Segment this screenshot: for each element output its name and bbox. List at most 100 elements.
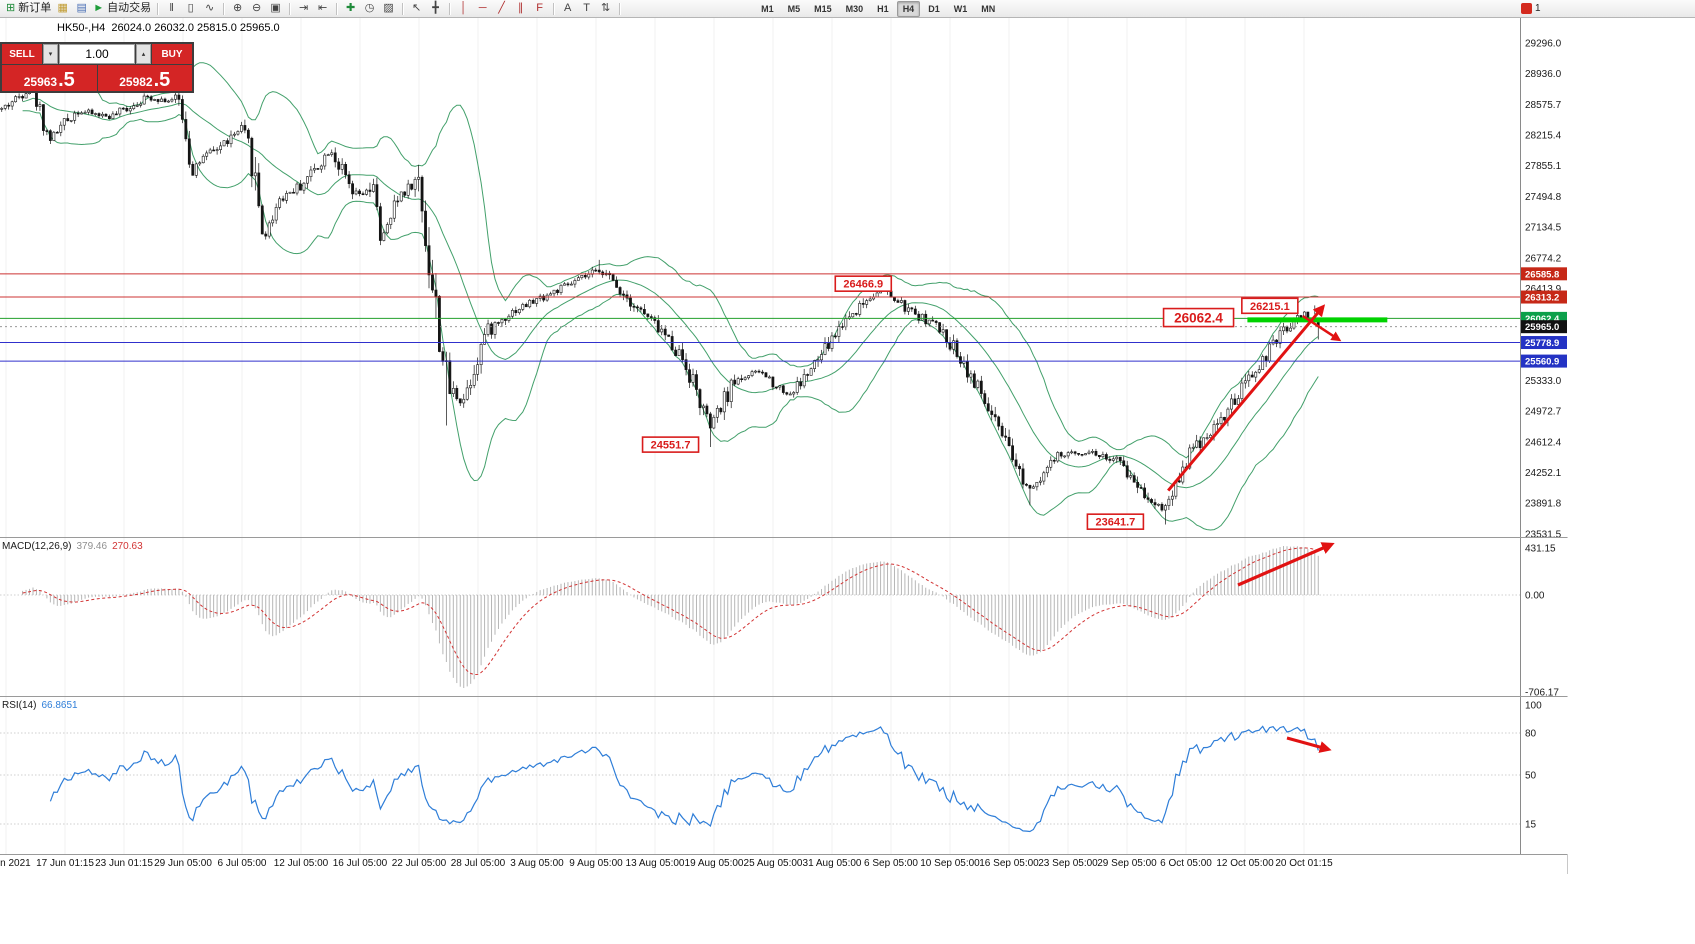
zoom-in-button[interactable]: ⊕ bbox=[228, 1, 247, 17]
svg-text:24612.4: 24612.4 bbox=[1525, 437, 1562, 448]
bar-chart-button[interactable]: ‖ bbox=[162, 1, 181, 17]
toolbar-separator bbox=[619, 2, 621, 15]
arrows-button[interactable]: ⇅ bbox=[596, 1, 615, 17]
panel-splitter[interactable] bbox=[0, 696, 1567, 697]
bar-chart-icon: ‖ bbox=[169, 2, 174, 14]
timeframe-D1[interactable]: D1 bbox=[928, 3, 940, 14]
profiles-button[interactable]: ▤ bbox=[72, 1, 91, 17]
fibonacci-button[interactable]: F bbox=[530, 1, 549, 17]
time-label: 9 Jun 2021 bbox=[0, 858, 31, 869]
macd-panel[interactable]: 431.15 0.00 -706.17 MACD(12,26,9) 379.46 270.… bbox=[0, 538, 1568, 696]
zoom-out-button[interactable]: ⊖ bbox=[247, 1, 266, 17]
panel-splitter[interactable] bbox=[0, 854, 1567, 855]
auto-scroll-button[interactable]: ⇥ bbox=[294, 1, 313, 17]
toolbar-right-badge[interactable]: 1 bbox=[1521, 3, 1541, 14]
svg-text:28215.4: 28215.4 bbox=[1525, 131, 1562, 142]
new-order-icon: ⊞ bbox=[6, 2, 16, 14]
svg-text:25778.9: 25778.9 bbox=[1525, 338, 1559, 349]
periods-button[interactable]: ◷ bbox=[360, 1, 379, 17]
svg-text:26062.4: 26062.4 bbox=[1174, 310, 1223, 325]
toolbar: ⊞ 新订单 ▦ ▤ ► 自动交易 ‖ ▯ ∿ ⊕ ⊖ ▣ ⇥ ⇤ ✚ ◷ ▨ ↖ ╋ │ ─ ╱ ∥ F A T ⇅ M1 M5 M15 M… bbox=[0, 0, 1695, 18]
svg-text:431.15: 431.15 bbox=[1525, 544, 1556, 555]
new-order-button[interactable]: ⊞ 新订单 bbox=[4, 1, 53, 17]
text-icon: A bbox=[563, 2, 572, 14]
timeframe-H1[interactable]: H1 bbox=[877, 3, 889, 14]
timeframe-M30[interactable]: M30 bbox=[845, 3, 864, 14]
svg-text:26774.2: 26774.2 bbox=[1525, 253, 1562, 264]
toolbar-separator bbox=[289, 2, 291, 15]
sell-price-fraction: .5 bbox=[58, 69, 75, 91]
time-label: 9 Aug 05:00 bbox=[569, 858, 623, 869]
svg-text:25560.9: 25560.9 bbox=[1525, 357, 1559, 368]
sell-price[interactable]: 25963 .5 bbox=[2, 65, 97, 91]
buy-price[interactable]: 25982 .5 bbox=[97, 65, 192, 91]
buy-button[interactable]: BUY bbox=[152, 44, 192, 64]
rsi-panel[interactable]: 100 80 50 15 RSI(14) 66.8651 bbox=[0, 697, 1568, 854]
template-button[interactable]: ▨ bbox=[379, 1, 398, 17]
time-label: 6 Sep 05:00 bbox=[864, 858, 918, 869]
volume-decrease-button[interactable]: ▾ bbox=[43, 44, 58, 64]
crosshair-icon: ╋ bbox=[432, 2, 439, 14]
trend-line-button[interactable]: ╱ bbox=[492, 1, 511, 17]
zoom-in-icon: ⊕ bbox=[233, 2, 243, 14]
rsi-chart[interactable]: 100 80 50 15 RSI(14) 66.8651 bbox=[0, 697, 1568, 854]
time-label: 10 Sep 05:00 bbox=[920, 858, 980, 869]
timeframe-H4[interactable]: H4 bbox=[896, 0, 921, 17]
templates-folder-button[interactable]: ▦ bbox=[53, 1, 72, 17]
volume-increase-button[interactable]: ▴ bbox=[136, 44, 151, 64]
volume-input[interactable] bbox=[59, 44, 135, 64]
timeframe-M15[interactable]: M15 bbox=[814, 3, 832, 14]
buy-price-main: 25982 bbox=[119, 74, 153, 89]
svg-text:80: 80 bbox=[1525, 729, 1537, 740]
candlestick-chart-button[interactable]: ▯ bbox=[181, 1, 200, 17]
timeframe-W1[interactable]: W1 bbox=[953, 3, 968, 14]
new-order-label: 新订单 bbox=[18, 2, 52, 14]
timeframe-M1[interactable]: M1 bbox=[761, 3, 774, 14]
chart-shift-button[interactable]: ⇤ bbox=[313, 1, 332, 17]
svg-text:15: 15 bbox=[1525, 820, 1537, 831]
time-label: 3 Aug 05:00 bbox=[510, 858, 564, 869]
periods-icon: ◷ bbox=[364, 2, 375, 14]
time-label: 25 Aug 05:00 bbox=[743, 858, 803, 869]
svg-text:100: 100 bbox=[1525, 701, 1542, 712]
price-chart[interactable]: 29296.0 28936.0 28575.7 28215.4 27855.1 27494… bbox=[0, 18, 1568, 537]
time-label: 23 Sep 05:00 bbox=[1038, 858, 1098, 869]
text-button[interactable]: A bbox=[558, 1, 577, 17]
horizontal-line-button[interactable]: ─ bbox=[473, 1, 492, 17]
template-icon: ▨ bbox=[383, 2, 394, 14]
time-label: 12 Oct 05:00 bbox=[1216, 858, 1274, 869]
svg-text:29296.0: 29296.0 bbox=[1525, 39, 1562, 50]
svg-text:50: 50 bbox=[1525, 771, 1537, 782]
tile-windows-button[interactable]: ▣ bbox=[266, 1, 285, 17]
svg-text:28936.0: 28936.0 bbox=[1525, 69, 1562, 80]
svg-text:26313.2: 26313.2 bbox=[1525, 293, 1559, 304]
svg-text:23891.8: 23891.8 bbox=[1525, 499, 1562, 510]
toolbar-separator bbox=[449, 2, 451, 15]
toolbar-separator bbox=[402, 2, 404, 15]
svg-text:25965.0: 25965.0 bbox=[1525, 322, 1559, 333]
timeframe-M5[interactable]: M5 bbox=[787, 3, 801, 14]
equidistant-channel-button[interactable]: ∥ bbox=[511, 1, 530, 17]
main-chart-panel[interactable]: 29296.0 28936.0 28575.7 28215.4 27855.1 27494… bbox=[0, 18, 1568, 537]
cursor-icon: ↖ bbox=[412, 2, 422, 14]
buy-price-fraction: .5 bbox=[153, 69, 171, 91]
timeframe-MN[interactable]: MN bbox=[981, 3, 996, 14]
macd-chart[interactable]: 431.15 0.00 -706.17 MACD(12,26,9) 379.46 270.… bbox=[0, 538, 1568, 696]
autotrading-icon: ► bbox=[93, 2, 105, 14]
crosshair-button[interactable]: ╋ bbox=[426, 1, 445, 17]
indicators-button[interactable]: ✚ bbox=[341, 1, 360, 17]
panel-splitter[interactable] bbox=[0, 537, 1567, 538]
svg-text:25333.0: 25333.0 bbox=[1525, 376, 1562, 387]
zoom-out-icon: ⊖ bbox=[252, 2, 262, 14]
time-label: 22 Jul 05:00 bbox=[391, 858, 447, 869]
cursor-button[interactable]: ↖ bbox=[407, 1, 426, 17]
vertical-line-button[interactable]: │ bbox=[454, 1, 473, 17]
svg-text:27134.5: 27134.5 bbox=[1525, 223, 1562, 234]
autotrading-button[interactable]: ► 自动交易 bbox=[91, 1, 153, 17]
sell-button[interactable]: SELL bbox=[2, 44, 42, 64]
toolbar-separator bbox=[553, 2, 555, 15]
line-chart-button[interactable]: ∿ bbox=[200, 1, 219, 17]
text-label-button[interactable]: T bbox=[577, 1, 596, 17]
horizontal-line-icon: ─ bbox=[478, 2, 487, 14]
